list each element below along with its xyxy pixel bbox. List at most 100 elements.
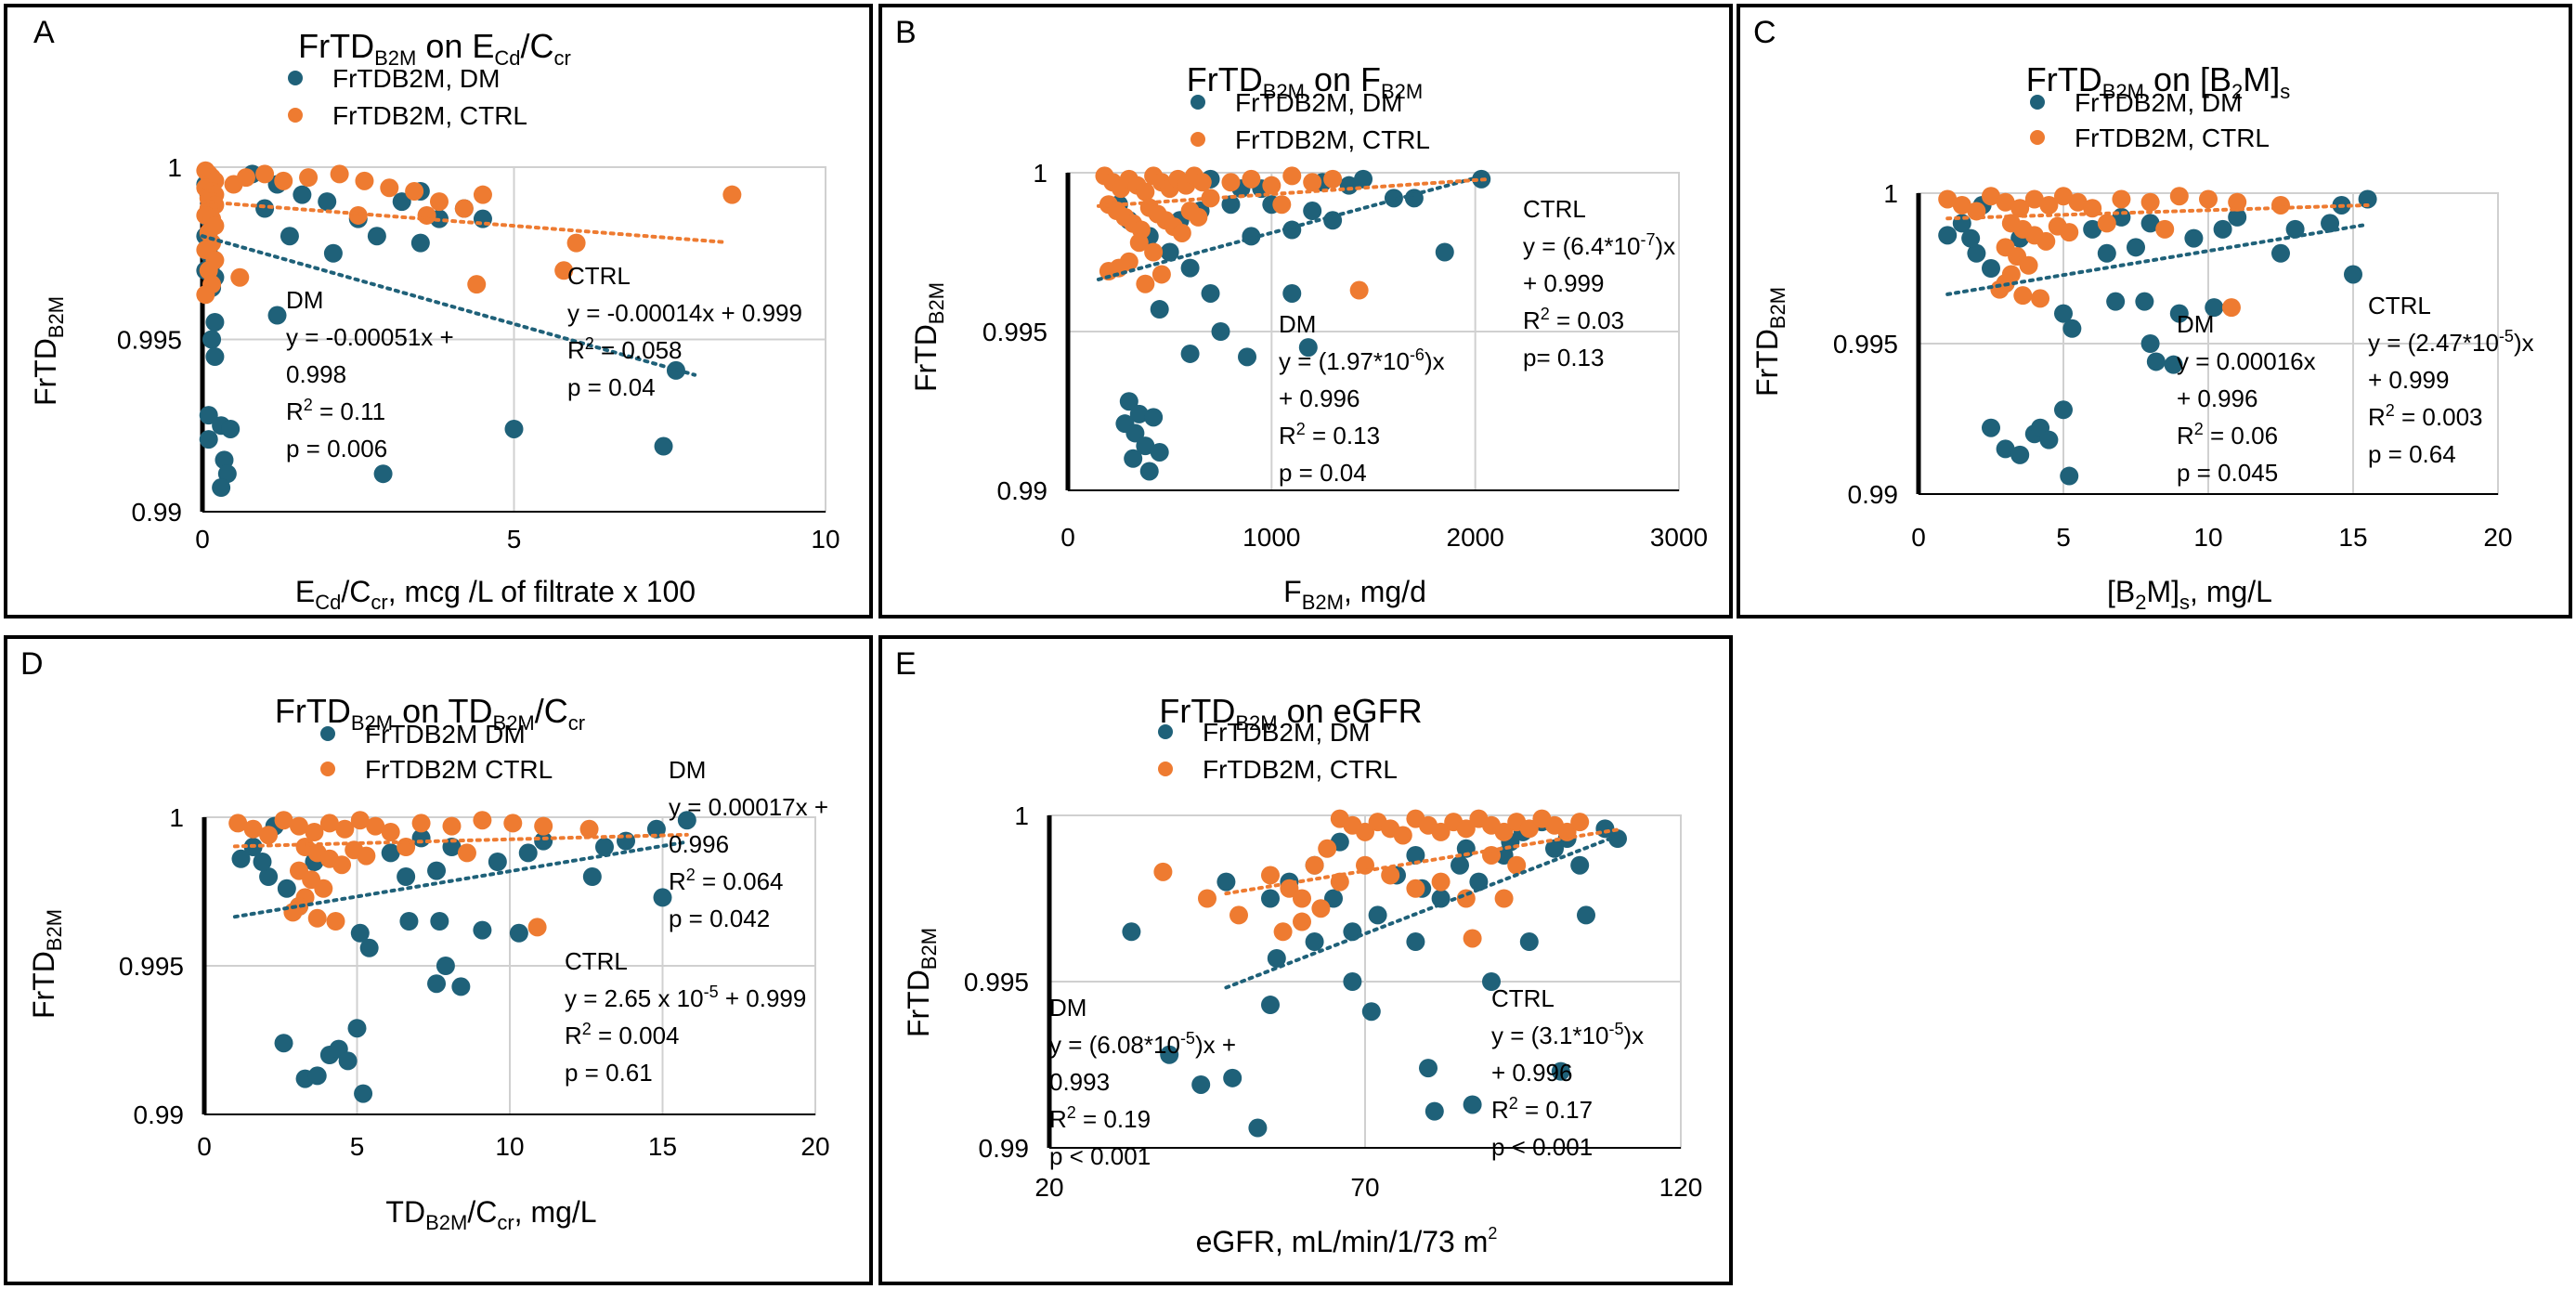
x-tick-label: 15: [2338, 523, 2367, 552]
x-tick-label: 15: [648, 1132, 677, 1161]
point-dm: [1160, 242, 1179, 262]
point-ctrl: [1282, 166, 1302, 186]
x-tick-label: 20: [2483, 523, 2512, 552]
point-ctrl: [299, 168, 319, 188]
panel-c: C FrTDB2M on [B2M]s FrTDB2M, DM FrTDB2M, CT…: [1737, 4, 2572, 618]
point-ctrl: [335, 819, 355, 839]
x-tick-label: 10: [811, 525, 839, 553]
legend-marker-dm: [320, 726, 335, 741]
point-dm: [1595, 819, 1615, 839]
trendline-dm: [1096, 173, 1488, 281]
point-dm: [1343, 972, 1362, 991]
point-dm: [1282, 283, 1302, 303]
point-ctrl: [454, 199, 474, 218]
point-ctrl: [457, 843, 476, 863]
ann-r: R: [1049, 1105, 1067, 1133]
y-tick-label: 1: [1033, 159, 1047, 188]
point-ctrl: [1482, 845, 1501, 865]
point-dm: [2097, 243, 2116, 263]
point-dm: [2213, 219, 2232, 239]
point-dm: [2127, 238, 2145, 257]
xlabel-sub: Cd: [315, 591, 341, 614]
legend-label-dm: FrTDB2M, DM: [1235, 88, 1402, 117]
y-tick-label: 0.995: [117, 326, 182, 355]
annotation-line: y = 0.00016x: [2177, 347, 2316, 375]
point-dm: [1211, 322, 1230, 341]
point-dm: [2285, 219, 2305, 239]
point-ctrl: [332, 855, 352, 875]
annotation-line: CTRL: [567, 262, 631, 290]
annotation-line: CTRL: [565, 947, 628, 975]
point-dm: [2135, 292, 2154, 311]
annotation-line: CTRL: [1491, 984, 1555, 1012]
panel-b: B FrTDB2M on FB2M FrTDB2M, DM FrTDB2M, CTRL…: [878, 4, 1733, 618]
x-axis-label: TDB2M/Ccr, mg/L: [385, 1195, 596, 1234]
point-dm: [504, 419, 524, 438]
point-ctrl: [1189, 207, 1208, 227]
point-ctrl: [1272, 195, 1292, 215]
point-dm: [2054, 304, 2073, 323]
legend-label-ctrl: FrTDB2M, CTRL: [332, 101, 527, 130]
point-ctrl: [1938, 189, 1958, 209]
point-dm: [373, 464, 393, 484]
legend-label-ctrl: FrTDB2M CTRL: [365, 755, 553, 784]
point-dm: [212, 478, 231, 498]
point-dm: [1136, 436, 1155, 456]
point-dm: [509, 923, 528, 943]
ann-pre: y = (2.47*10: [2368, 329, 2499, 357]
legend-label-ctrl: FrTDB2M, CTRL: [2075, 124, 2270, 152]
point-dm: [1406, 845, 1425, 865]
xlabel-pre: E: [295, 575, 315, 608]
ann-rest: = 0.03: [1550, 306, 1624, 334]
y-tick-label: 0.995: [119, 952, 184, 981]
annotation-line: p= 0.13: [1523, 344, 1604, 371]
xlabel-post: , mg/L: [2190, 575, 2272, 608]
point-dm: [2271, 243, 2290, 263]
y-axis-label: FrTDB2M: [29, 296, 68, 406]
point-ctrl: [2054, 187, 2073, 206]
ann-exp: -5: [704, 983, 719, 1001]
ann-rest: = 0.17: [1518, 1096, 1593, 1124]
annotation-line: R2 = 0.03: [1523, 305, 1624, 334]
legend-marker-ctrl: [288, 108, 303, 123]
y-tick-label: 0.99: [132, 498, 183, 527]
annotation-line: + 0.999: [1523, 269, 1604, 297]
x-tick-label: 10: [2193, 523, 2222, 552]
point-dm: [2106, 292, 2126, 311]
title-main: FrTD: [1159, 692, 1235, 730]
annotation-line: R2 = 0.19: [1049, 1103, 1151, 1133]
annotation-dm: DM y = 0.00016x + 0.996 R2 = 0.06 p = 0.045: [2177, 310, 2316, 487]
point-ctrl: [1323, 169, 1343, 189]
ann-r: R: [2368, 403, 2386, 431]
point-dm: [1323, 211, 1343, 230]
ylabel-main: FrTD: [1750, 329, 1784, 397]
annotation-line: R2 = 0.058: [567, 334, 683, 364]
x-tick-label: 0: [1060, 523, 1075, 552]
point-dm: [2344, 265, 2362, 284]
x-tick-label: 0: [1911, 523, 1926, 552]
ylabel-sub: B2M: [45, 296, 68, 338]
legend-marker-dm: [1158, 724, 1173, 739]
xlabel-post: , mg/L: [514, 1195, 597, 1229]
legend-label-ctrl: FrTDB2M, CTRL: [1203, 755, 1398, 784]
xlabel-post: , mcg /L of filtrate x 100: [388, 575, 696, 608]
x-tick-label: 70: [1350, 1173, 1379, 1202]
point-ctrl: [1356, 822, 1374, 841]
title-rest: on E: [416, 27, 494, 65]
annotation-line: p = 0.006: [286, 435, 387, 462]
point-dm: [2140, 214, 2160, 233]
title-sub3: s: [2280, 80, 2290, 103]
point-ctrl: [554, 261, 574, 280]
point-dm: [2010, 445, 2030, 464]
ann-pre: y = (6.4*10: [1523, 232, 1640, 260]
point-dm: [1180, 344, 1200, 363]
ann-post: + 0.999: [719, 984, 807, 1012]
ann-post: )x: [1425, 347, 1445, 375]
point-ctrl: [1519, 819, 1539, 839]
annotation-line: p = 0.64: [2368, 440, 2456, 468]
ann-sup: 2: [1509, 1094, 1518, 1113]
point-dm: [1139, 462, 1159, 481]
point-dm: [1577, 905, 1595, 925]
